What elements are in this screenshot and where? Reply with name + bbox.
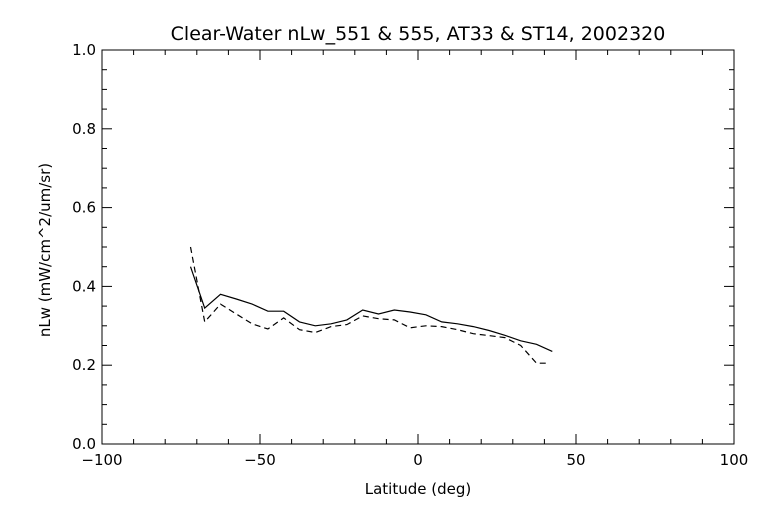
x-tick-label: 0 [413,451,423,469]
y-tick-label: 0.0 [72,435,96,453]
y-tick-label: 0.6 [72,199,96,217]
chart-title: Clear-Water nLw_551 & 555, AT33 & ST14, … [171,23,666,45]
x-tick-label: 100 [720,451,749,469]
y-tick-label: 0.8 [72,120,96,138]
y-tick-label: 1.0 [72,41,96,59]
y-axis-label: nLw (mW/cm^2/um/sr) [36,163,54,337]
plot-frame [101,49,735,445]
series-line-solid [189,266,553,352]
y-tick-label: 0.2 [72,356,96,374]
plot-axes: −100 −50 0 50 100 0.0 0.2 0.4 0.6 0.8 1.0 [72,41,748,469]
series-layer [189,246,553,364]
x-tick-label: −50 [244,451,276,469]
y-tick-label: 0.4 [72,277,96,295]
x-tick-label: 50 [566,451,585,469]
series-line-dashed [189,246,546,364]
x-tick-label: −100 [81,451,122,469]
x-axis-label: Latitude (deg) [365,480,471,498]
